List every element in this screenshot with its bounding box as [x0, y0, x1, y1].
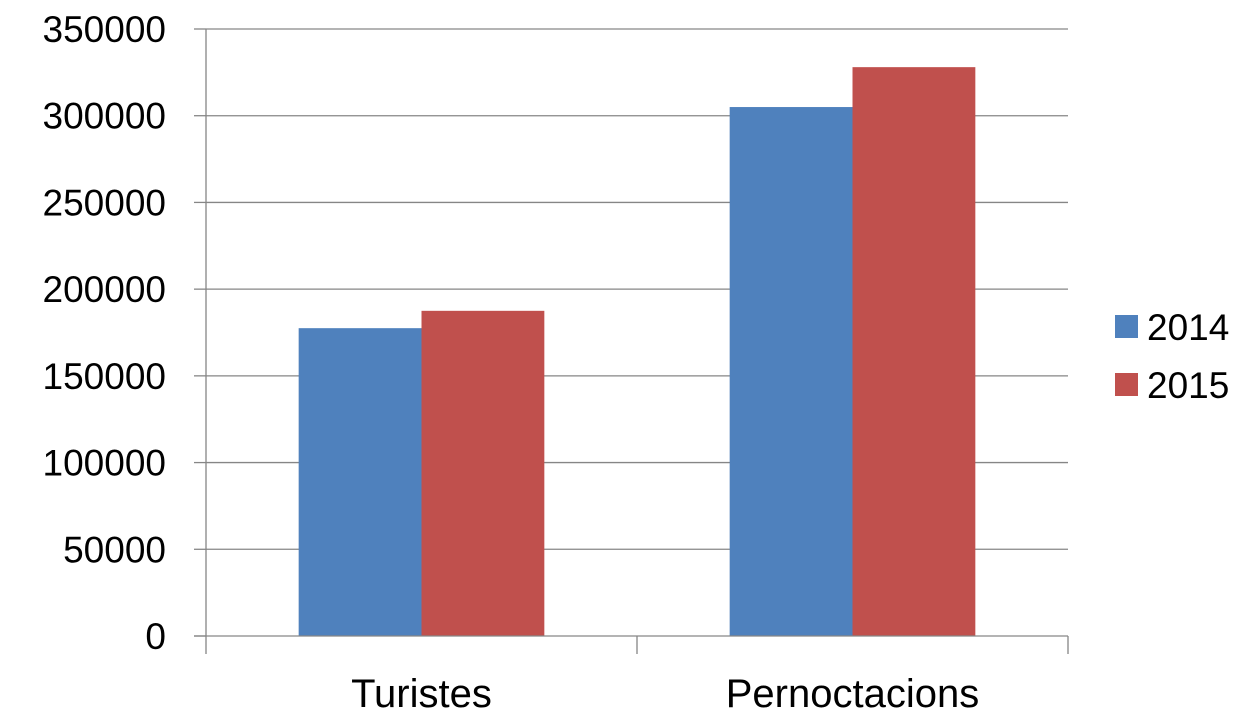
y-tick-label: 300000 [43, 96, 166, 137]
x-tick-label: Pernoctacions [726, 672, 979, 716]
y-tick-label: 100000 [43, 443, 166, 484]
y-tick-label: 250000 [43, 182, 166, 223]
y-tick-label: 200000 [43, 269, 166, 310]
x-tick-labels: Turistes Pernoctacions [351, 672, 979, 716]
bar-2015-turistes [421, 310, 545, 636]
bar-2014-pernoctacions [729, 107, 853, 637]
legend-label-2014: 2014 [1147, 307, 1229, 348]
y-tick-label: 350000 [43, 9, 166, 50]
legend-swatch-2014 [1115, 315, 1138, 338]
y-tick-label: 150000 [43, 356, 166, 397]
axes [194, 28, 1069, 654]
y-tick-label: 0 [145, 616, 166, 657]
y-tick-label: 50000 [63, 529, 166, 570]
legend-swatch-2015 [1115, 373, 1138, 396]
legend-label-2015: 2015 [1147, 365, 1229, 406]
bar-2014-turistes [298, 328, 422, 636]
x-tick-label: Turistes [351, 672, 492, 716]
bars [298, 67, 976, 637]
bar-2015-pernoctacions [852, 67, 976, 636]
legend: 2014 2015 [1115, 307, 1229, 406]
y-tick-labels: 0 50000 100000 150000 200000 250000 300000 3500… [43, 9, 166, 657]
